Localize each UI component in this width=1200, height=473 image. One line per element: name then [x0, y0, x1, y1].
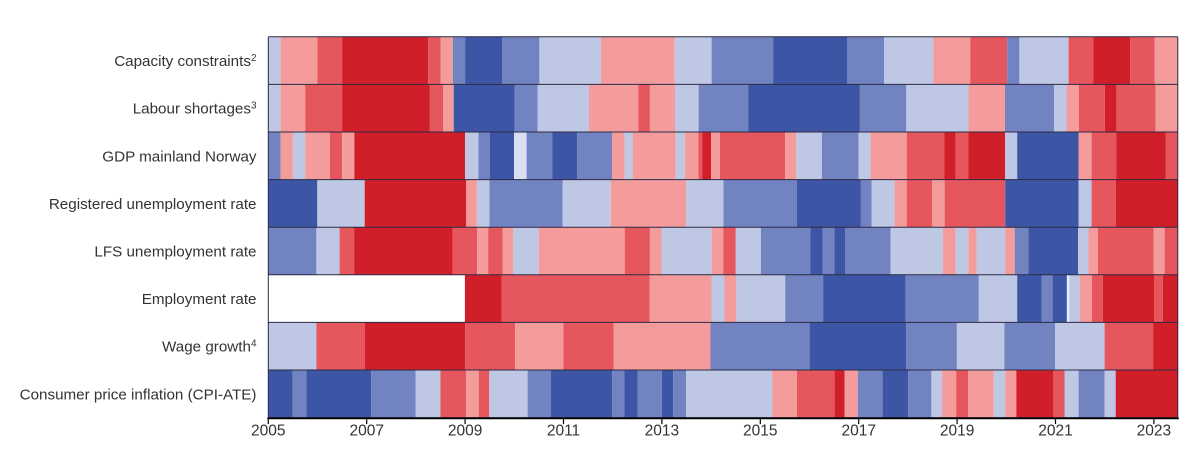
- svg-text:Labour shortages3: Labour shortages3: [133, 101, 257, 118]
- svg-text:Consumer price inflation (CPI-: Consumer price inflation (CPI-ATE): [20, 386, 257, 403]
- svg-text:2017: 2017: [841, 423, 875, 440]
- svg-text:2007: 2007: [349, 423, 383, 440]
- svg-text:Capacity constraints2: Capacity constraints2: [114, 53, 257, 70]
- svg-text:2013: 2013: [645, 423, 679, 440]
- svg-text:2009: 2009: [448, 423, 482, 440]
- svg-text:2023: 2023: [1137, 423, 1171, 440]
- svg-text:2011: 2011: [547, 423, 580, 440]
- svg-text:Wage growth4: Wage growth4: [162, 339, 257, 356]
- svg-text:2021: 2021: [1038, 423, 1072, 440]
- svg-text:2019: 2019: [940, 423, 974, 440]
- svg-text:Registered unemployment rate: Registered unemployment rate: [49, 196, 257, 213]
- svg-text:LFS unemployment rate: LFS unemployment rate: [94, 244, 256, 261]
- svg-text:2005: 2005: [251, 423, 285, 440]
- svg-text:Employment rate: Employment rate: [142, 291, 257, 308]
- svg-text:2015: 2015: [743, 423, 777, 440]
- svg-text:GDP mainland Norway: GDP mainland Norway: [102, 148, 257, 165]
